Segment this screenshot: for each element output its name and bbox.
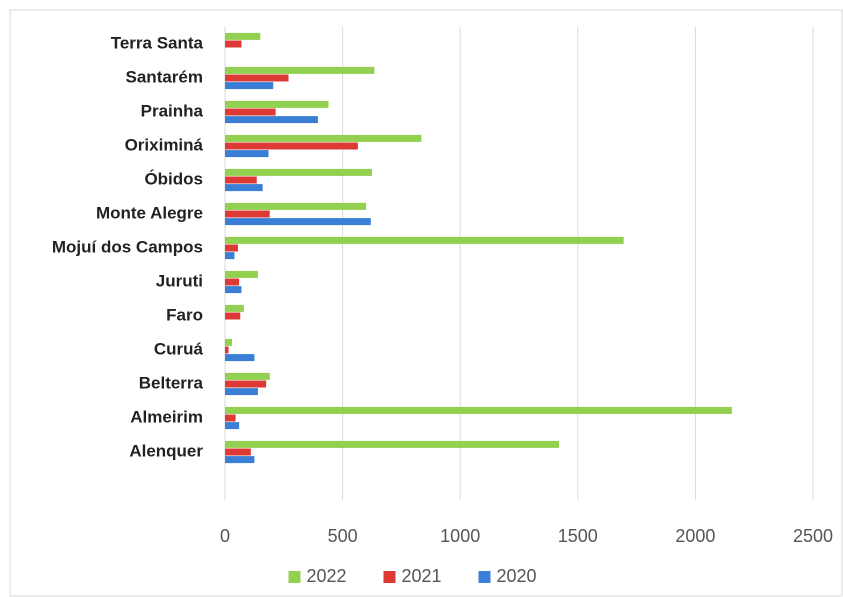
x-tick-label: 1000	[440, 526, 480, 546]
y-tick-label: Monte Alegre	[96, 203, 203, 222]
bar	[225, 202, 367, 210]
bar	[225, 218, 371, 226]
bar	[225, 184, 263, 192]
bar	[225, 74, 289, 82]
bar	[225, 134, 422, 142]
bar	[225, 422, 240, 430]
y-tick-label: Juruti	[156, 271, 203, 290]
bar	[225, 40, 242, 48]
legend-swatch	[383, 571, 396, 583]
bar	[225, 338, 233, 346]
bar	[225, 150, 269, 158]
bar	[225, 82, 274, 90]
bar	[225, 108, 276, 116]
bar	[225, 210, 270, 218]
bar	[225, 448, 251, 456]
y-tick-label: Alenquer	[129, 441, 203, 460]
y-tick-label: Terra Santa	[111, 33, 204, 52]
chart-frame	[9, 9, 843, 597]
bar	[225, 380, 267, 388]
bar	[225, 116, 318, 124]
bar	[225, 236, 624, 244]
y-tick-label: Mojuí dos Campos	[52, 237, 203, 256]
y-tick-label: Curuá	[154, 339, 204, 358]
bar	[225, 312, 241, 320]
bar	[225, 278, 240, 286]
y-tick-label: Prainha	[141, 101, 204, 120]
y-tick-label: Belterra	[139, 373, 204, 392]
bar	[225, 286, 242, 294]
legend-swatch	[478, 571, 491, 583]
x-tick-label: 0	[220, 526, 230, 546]
bar	[225, 66, 375, 74]
bar	[225, 346, 229, 354]
bar	[225, 414, 236, 422]
bar	[225, 176, 257, 184]
bar	[225, 354, 255, 362]
bar	[225, 32, 261, 40]
x-tick-label: 2000	[675, 526, 715, 546]
legend-swatch	[288, 571, 301, 583]
y-tick-label: Almeirim	[130, 407, 203, 426]
x-tick-label: 2500	[793, 526, 833, 546]
legend-label: 2020	[497, 566, 537, 586]
bar	[225, 372, 270, 380]
y-tick-label: Óbidos	[144, 169, 203, 188]
legend-label: 2022	[307, 566, 347, 586]
bar	[225, 456, 255, 464]
bar	[225, 304, 244, 312]
bar	[225, 388, 258, 396]
bar	[225, 142, 358, 150]
bar	[225, 168, 372, 176]
bar	[225, 406, 732, 414]
y-tick-label: Oriximiná	[125, 135, 204, 154]
legend-label: 2021	[402, 566, 442, 586]
y-tick-label: Santarém	[126, 67, 203, 86]
x-tick-label: 1500	[558, 526, 598, 546]
bar	[225, 270, 258, 278]
bar	[225, 244, 238, 252]
y-tick-label: Faro	[166, 305, 203, 324]
x-tick-label: 500	[328, 526, 358, 546]
bar	[225, 440, 559, 448]
bar	[225, 100, 329, 108]
bar	[225, 252, 235, 260]
